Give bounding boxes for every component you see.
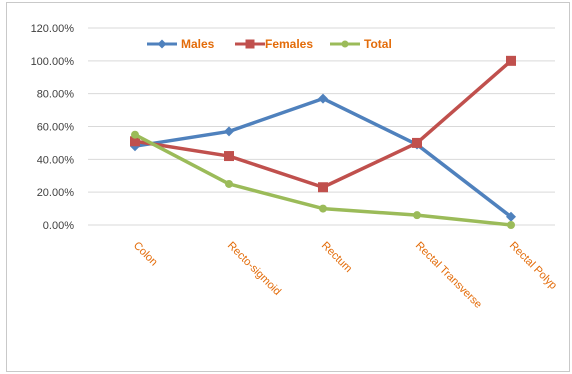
legend-item-total: Total (330, 37, 392, 51)
y-tick-label: 120.00% (31, 23, 75, 35)
legend-marker-total (341, 40, 349, 48)
chart-frame (6, 2, 570, 372)
y-axis-tick-labels: 0.00% 20.00% 40.00% 60.00% 80.00% 100.00% 120.… (31, 23, 75, 232)
data-point-females-recto-sigmoid (224, 151, 234, 162)
legend-label-males: Males (181, 37, 215, 51)
legend-marker-males (157, 39, 167, 49)
x-tick-label-rectum: Rectum (319, 240, 354, 275)
series-females (130, 55, 516, 193)
data-point-total-colon (131, 130, 139, 139)
y-tick-label: 100.00% (31, 56, 75, 68)
series-males (130, 93, 516, 222)
series-line-females (133, 59, 513, 189)
legend: Males Females Total (147, 37, 392, 51)
data-point-females-rectal-polyp (506, 55, 516, 66)
x-axis-category-labels: Colon Recto-sigmoid Rectum Rectal Transvers… (131, 240, 559, 311)
data-point-total-rectal-transverse (413, 211, 421, 220)
data-point-males-recto-sigmoid (224, 126, 234, 137)
data-point-males-rectum (318, 93, 328, 104)
data-point-males-rectal-polyp (506, 211, 516, 222)
data-point-total-rectum (319, 204, 327, 213)
y-tick-label: 40.00% (37, 154, 75, 166)
y-tick-label: 20.00% (37, 187, 75, 199)
series-total (131, 130, 515, 229)
series-lines (130, 55, 516, 229)
legend-label-total: Total (364, 37, 392, 51)
x-tick-label-recto-sigmoid: Recto-sigmoid (225, 240, 283, 298)
data-point-total-recto-sigmoid (225, 179, 233, 188)
x-tick-label-colon: Colon (131, 240, 160, 269)
legend-label-females: Females (265, 37, 313, 51)
x-tick-label-rectal-polyp: Rectal Polyp (507, 240, 559, 292)
x-tick-label-rectal-transverse: Rectal Transverse (413, 240, 484, 311)
legend-marker-females (245, 39, 255, 49)
y-tick-label: 80.00% (37, 89, 75, 101)
y-tick-label: 60.00% (37, 122, 75, 134)
legend-item-females: Females (235, 37, 313, 51)
data-point-total-rectal-polyp (507, 221, 515, 229)
series-line-males (133, 96, 513, 219)
data-point-females-colon (130, 136, 140, 147)
y-tick-label: 0.00% (43, 220, 74, 232)
data-point-females-rectum (318, 182, 328, 193)
data-point-females-rectal-transverse (412, 137, 422, 148)
legend-item-males: Males (147, 37, 215, 51)
